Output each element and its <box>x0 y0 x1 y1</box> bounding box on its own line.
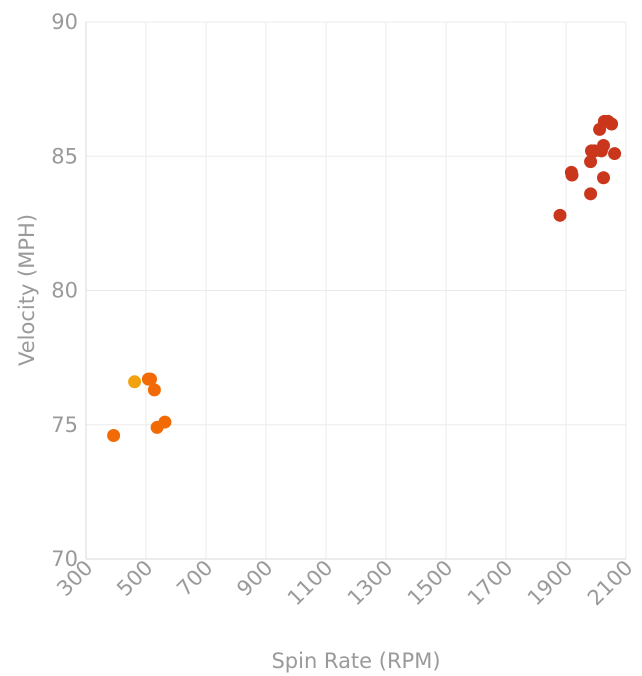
x-tick-label: 1100 <box>283 556 338 611</box>
x-tick-label: 1500 <box>403 556 458 611</box>
y-tick-label: 80 <box>51 279 78 303</box>
x-tick-label: 1900 <box>523 556 578 611</box>
y-tick-label: 75 <box>51 413 78 437</box>
x-tick-label: 1300 <box>343 556 398 611</box>
data-point <box>128 375 142 389</box>
y-axis-title: Velocity (MPH) <box>15 214 39 366</box>
tick-labels: 300 500 700 900 1100 1300 1500 1700 1900 21007075… <box>51 10 637 610</box>
grid-lines <box>85 21 627 560</box>
x-axis-title: Spin Rate (RPM) <box>271 649 440 673</box>
y-tick-label: 85 <box>51 144 78 168</box>
axes <box>85 22 626 560</box>
x-tick-label: 500 <box>112 556 157 601</box>
data-point <box>597 139 610 153</box>
data-points <box>107 114 622 442</box>
data-point <box>107 428 121 442</box>
x-tick-label: 2100 <box>583 556 638 611</box>
x-tick-label: 900 <box>232 556 277 601</box>
data-point <box>147 383 161 397</box>
data-point <box>158 415 172 429</box>
y-tick-label: 70 <box>51 547 78 571</box>
data-point <box>584 187 598 201</box>
data-point <box>608 147 622 161</box>
data-point <box>597 171 610 185</box>
data-point <box>605 117 619 131</box>
x-tick-label: 700 <box>172 556 217 601</box>
data-point <box>144 372 157 386</box>
data-point <box>553 208 567 222</box>
data-point <box>584 155 598 169</box>
y-tick-label: 90 <box>51 10 78 34</box>
data-point <box>565 168 579 182</box>
x-tick-label: 1700 <box>463 556 518 611</box>
